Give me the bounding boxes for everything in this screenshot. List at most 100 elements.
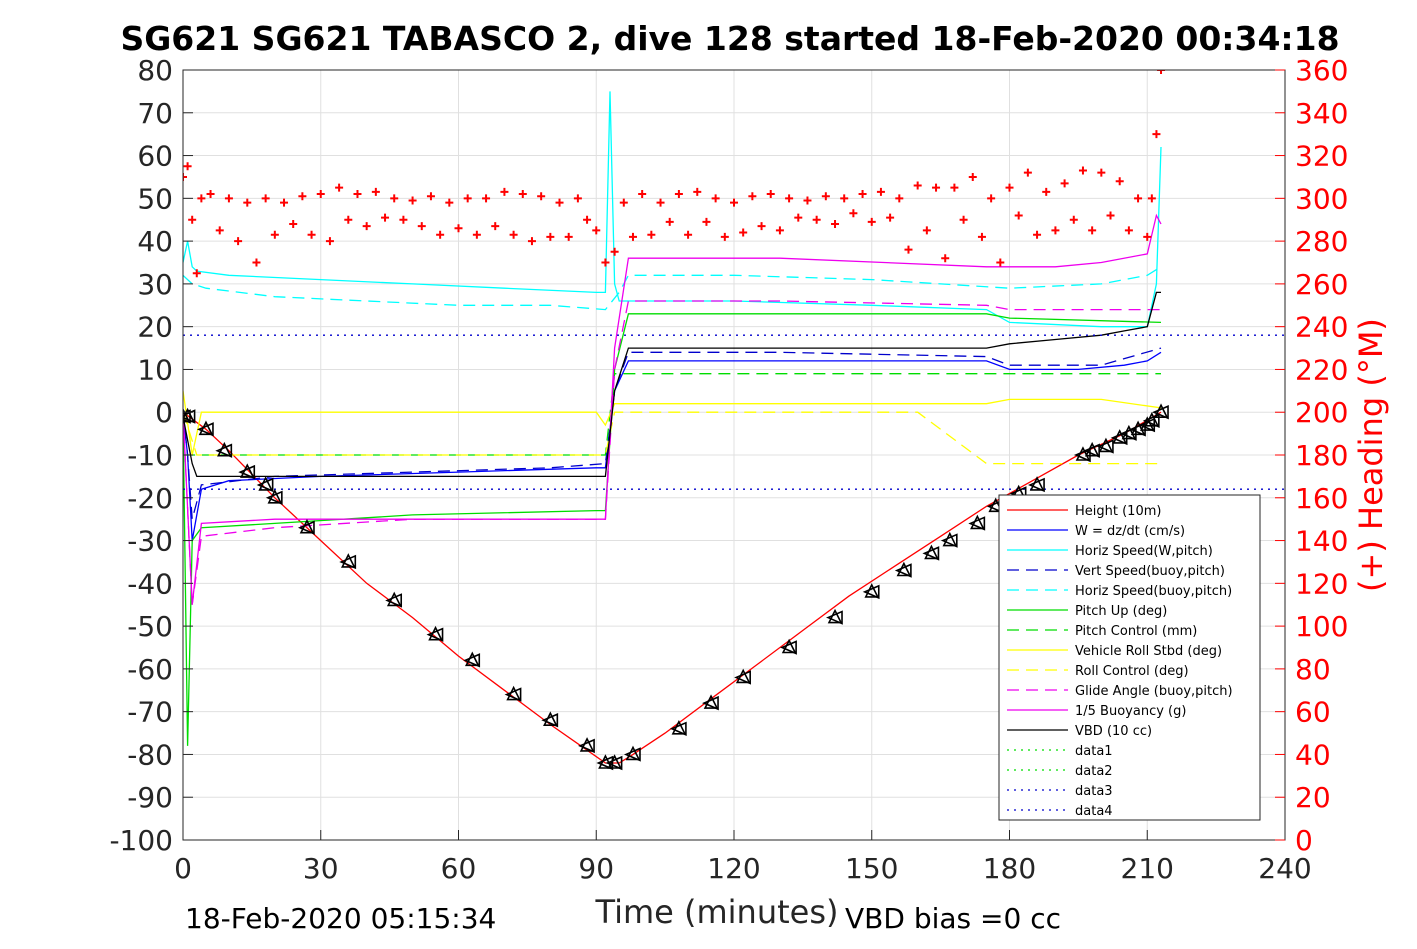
y-tick-label: -80 bbox=[127, 738, 173, 771]
heading-point bbox=[261, 194, 270, 203]
heading-point bbox=[573, 194, 582, 203]
dive-marker-up bbox=[1121, 424, 1137, 440]
heading-point bbox=[638, 190, 647, 199]
dive-marker-up bbox=[703, 694, 719, 709]
heading-point bbox=[601, 258, 610, 267]
dive-marker-left bbox=[968, 516, 986, 531]
dive-marker-left bbox=[894, 563, 912, 578]
legend-entry-label: Glide Angle (buoy,pitch) bbox=[1075, 684, 1233, 699]
y-tick-label: -100 bbox=[109, 824, 173, 857]
y2-axis-label: (+) Heading (°M) bbox=[1352, 318, 1390, 592]
legend-entry-label: VBD (10 cc) bbox=[1075, 724, 1152, 739]
heading-point bbox=[702, 217, 711, 226]
y2-tick-label: 0 bbox=[1295, 824, 1313, 857]
dive-marker-left bbox=[922, 546, 940, 561]
dive-marker-left bbox=[862, 584, 880, 600]
legend-entry-label: Vehicle Roll Stbd (deg) bbox=[1075, 644, 1222, 659]
dive-marker-up bbox=[1144, 411, 1160, 427]
heading-point bbox=[748, 192, 757, 201]
heading-point bbox=[739, 228, 748, 237]
footer-vbd-bias: VBD bias =0 cc bbox=[845, 902, 1061, 935]
y2-tick-label: 140 bbox=[1295, 525, 1348, 558]
dive-marker-left bbox=[1142, 413, 1160, 428]
heading-point bbox=[711, 194, 720, 203]
dive-marker-up bbox=[428, 625, 443, 641]
dive-marker-left bbox=[1083, 443, 1100, 458]
heading-point bbox=[325, 237, 334, 246]
dive-marker-up bbox=[299, 518, 315, 534]
heading-point bbox=[858, 190, 867, 199]
heading-point bbox=[353, 190, 362, 199]
heading-point bbox=[445, 198, 454, 207]
dive-marker-up bbox=[924, 544, 939, 560]
legend-entry-label: data2 bbox=[1075, 764, 1113, 779]
y2-tick-label: 280 bbox=[1295, 225, 1348, 258]
heading-point bbox=[206, 190, 215, 199]
heading-point bbox=[821, 192, 830, 201]
y-tick-label: 30 bbox=[137, 268, 173, 301]
heading-point bbox=[335, 183, 344, 192]
dive-marker-left bbox=[734, 670, 751, 685]
y-tick-label: -20 bbox=[127, 482, 173, 515]
heading-point bbox=[371, 187, 380, 196]
heading-point bbox=[482, 194, 491, 203]
heading-point bbox=[803, 196, 812, 205]
heading-point bbox=[674, 190, 683, 199]
heading-point bbox=[766, 190, 775, 199]
y2-tick-label: 200 bbox=[1295, 396, 1348, 429]
heading-point bbox=[849, 209, 858, 218]
series-line-vbd-10-cc bbox=[183, 291, 1161, 478]
heading-point bbox=[555, 198, 564, 207]
heading-point bbox=[344, 215, 353, 224]
heading-point bbox=[316, 190, 325, 199]
heading-point bbox=[1014, 211, 1023, 220]
y-tick-label: 40 bbox=[137, 225, 173, 258]
dive-marker-left bbox=[669, 721, 687, 736]
series-line-w-dz-dt-cm-s bbox=[183, 351, 1162, 541]
footer-timestamp: 18-Feb-2020 05:15:34 bbox=[185, 902, 496, 935]
heading-point bbox=[1033, 230, 1042, 239]
heading-point bbox=[665, 217, 674, 226]
heading-point bbox=[895, 194, 904, 203]
dive-marker-left bbox=[385, 593, 403, 608]
heading-point bbox=[996, 258, 1005, 267]
axes: 0 30 60 90 120 150 180 210 240-100-90-80-70-60-5… bbox=[109, 54, 1348, 885]
heading-point bbox=[693, 187, 702, 196]
y2-tick-label: 320 bbox=[1295, 140, 1348, 173]
y2-tick-label: 260 bbox=[1295, 268, 1348, 301]
dive-marker-left bbox=[1096, 439, 1114, 454]
heading-point bbox=[794, 213, 803, 222]
heading-point bbox=[1005, 183, 1014, 192]
dive-marker-up bbox=[341, 553, 356, 568]
legend-entry-label: Horiz Speed(W,pitch) bbox=[1075, 544, 1213, 559]
y2-tick-label: 300 bbox=[1295, 182, 1348, 215]
series-line-horiz-speed-w-pitch bbox=[183, 91, 1162, 328]
heading-point bbox=[812, 215, 821, 224]
dive-marker-left bbox=[1151, 405, 1169, 420]
heading-point bbox=[491, 222, 500, 231]
dive-marker-left bbox=[702, 695, 719, 711]
dive-marker-up bbox=[625, 745, 641, 761]
heading-point bbox=[1106, 211, 1115, 220]
y-tick-label: 50 bbox=[137, 182, 173, 215]
dive-marker-left bbox=[215, 443, 233, 458]
heading-point bbox=[564, 232, 573, 241]
dive-marker-up bbox=[607, 754, 622, 769]
dive-marker-left bbox=[463, 653, 481, 668]
heading-point bbox=[987, 194, 996, 203]
dive-marker-up bbox=[1084, 441, 1100, 457]
heading-point bbox=[1157, 70, 1166, 74]
y2-tick-label: 340 bbox=[1295, 97, 1348, 130]
dive-marker-left bbox=[940, 533, 958, 548]
heading-point bbox=[197, 194, 206, 203]
y2-tick-label: 220 bbox=[1295, 353, 1348, 386]
dive-marker-up bbox=[183, 407, 195, 423]
heading-point bbox=[1078, 166, 1087, 175]
heading-point bbox=[730, 198, 738, 207]
series-line-vehicle-roll-stbd-deg bbox=[183, 390, 1162, 456]
dive-marker-left bbox=[1028, 477, 1045, 493]
dive-marker-up bbox=[942, 531, 958, 547]
dive-marker-left bbox=[596, 755, 614, 771]
heading-point bbox=[252, 258, 261, 267]
